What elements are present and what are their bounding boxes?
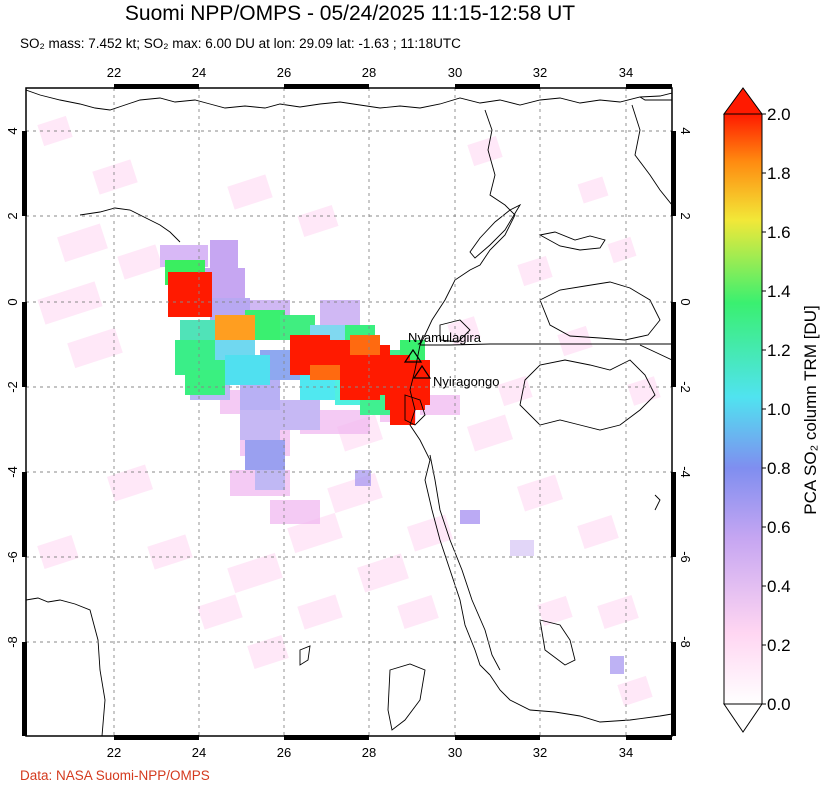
svg-text:1.0: 1.0 <box>767 400 791 419</box>
svg-text:-2: -2 <box>678 381 693 393</box>
svg-text:-4: -4 <box>5 466 20 478</box>
svg-text:0.6: 0.6 <box>767 518 791 537</box>
colorbar-gradient <box>723 113 763 705</box>
nyamulagira-label: Nyamulagira <box>408 330 482 345</box>
colorbar-label: PCA SO₂ column TRM [DU] <box>801 305 820 514</box>
svg-text:0.8: 0.8 <box>767 459 791 478</box>
svg-text:2: 2 <box>678 212 693 219</box>
svg-text:-8: -8 <box>678 636 693 648</box>
svg-text:1.4: 1.4 <box>767 282 791 301</box>
lat-ticks-left: 4 2 0 -2 -4 -6 -8 <box>5 127 20 647</box>
svg-text:28: 28 <box>362 65 376 80</box>
svg-text:34: 34 <box>619 745 633 760</box>
nyiragongo-label: Nyiragongo <box>433 374 500 389</box>
nyamulagira-marker <box>403 348 423 363</box>
nyiragongo-marker <box>412 364 432 379</box>
svg-text:22: 22 <box>107 65 121 80</box>
svg-text:0: 0 <box>678 298 693 305</box>
map-subtitle: SO₂ mass: 7.452 kt; SO₂ max: 6.00 DU at … <box>20 36 461 51</box>
svg-text:1.6: 1.6 <box>767 223 791 242</box>
svg-text:4: 4 <box>5 127 20 134</box>
so2-pixels <box>37 115 661 707</box>
svg-text:0.2: 0.2 <box>767 636 791 655</box>
map-frame <box>22 84 676 740</box>
svg-text:22: 22 <box>107 745 121 760</box>
svg-text:0: 0 <box>5 298 20 305</box>
svg-text:26: 26 <box>277 65 291 80</box>
svg-text:26: 26 <box>277 745 291 760</box>
svg-text:32: 32 <box>533 745 547 760</box>
colorbar-max-arrow <box>723 87 763 115</box>
graticule <box>26 88 672 736</box>
svg-text:-8: -8 <box>5 636 20 648</box>
svg-text:24: 24 <box>192 745 206 760</box>
svg-text:0.4: 0.4 <box>767 577 791 596</box>
colorbar-ticks: 2.0 1.8 1.6 1.4 1.2 1.0 0.8 0.6 0.4 0.2 … <box>767 105 791 714</box>
svg-text:34: 34 <box>619 65 633 80</box>
svg-text:4: 4 <box>678 127 693 134</box>
volcano-markers <box>403 348 432 379</box>
colorbar-min-arrow <box>723 703 763 733</box>
svg-text:-6: -6 <box>5 551 20 563</box>
svg-text:-4: -4 <box>678 466 693 478</box>
svg-text:-2: -2 <box>5 381 20 393</box>
svg-text:24: 24 <box>192 65 206 80</box>
svg-text:30: 30 <box>448 65 462 80</box>
borders-and-lakes <box>26 89 672 736</box>
svg-text:-6: -6 <box>678 551 693 563</box>
svg-text:0.0: 0.0 <box>767 695 791 714</box>
svg-text:2.0: 2.0 <box>767 105 791 124</box>
svg-text:28: 28 <box>362 745 376 760</box>
colorbar: 2.0 1.8 1.6 1.4 1.2 1.0 0.8 0.6 0.4 0.2 … <box>723 87 820 733</box>
svg-text:1.2: 1.2 <box>767 341 791 360</box>
svg-text:32: 32 <box>533 65 547 80</box>
svg-text:2: 2 <box>5 212 20 219</box>
svg-text:1.8: 1.8 <box>767 164 791 183</box>
lon-ticks: 22 24 26 28 30 32 34 22 24 26 28 30 32 3… <box>107 65 633 760</box>
svg-text:30: 30 <box>448 745 462 760</box>
map-title: Suomi NPP/OMPS - 05/24/2025 11:15-12:58 … <box>124 2 576 25</box>
data-credit: Data: NASA Suomi-NPP/OMPS <box>20 768 210 783</box>
lat-ticks-right: 4 2 0 -2 -4 -6 -8 <box>678 127 693 647</box>
